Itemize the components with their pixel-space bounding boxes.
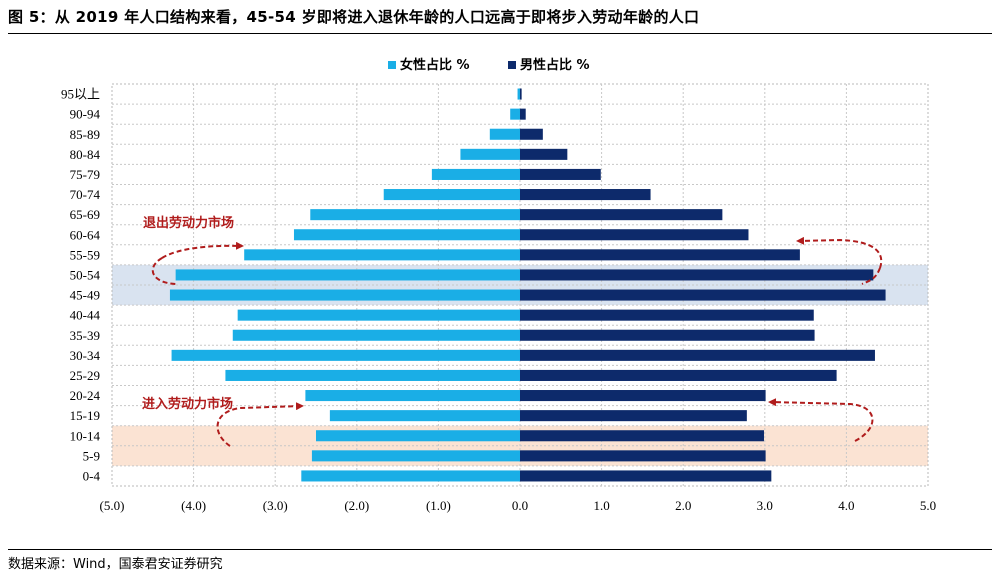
population-pyramid-chart: 95以上 90-94 85-89 80-84 75-79 70-74 65-69 60-64 5… [61, 57, 936, 513]
y-tick-label: 15-19 [70, 408, 100, 423]
bar-male-35-39 [520, 329, 815, 341]
bar-female-80-84 [460, 148, 520, 160]
bar-male-45-49 [520, 289, 886, 301]
bar-female-15-19 [329, 410, 520, 422]
x-tick-label: (4.0) [181, 498, 206, 513]
x-tick-label: (5.0) [100, 498, 125, 513]
x-tick-label: (3.0) [263, 498, 288, 513]
annotation-exit-arrow-left-upper [161, 241, 244, 259]
bar-female-95以上 [517, 88, 520, 100]
bar-male-90-94 [520, 108, 526, 120]
bar-male-55-59 [520, 249, 800, 261]
y-tick-label: 60-64 [70, 227, 101, 242]
y-tick-label: 65-69 [70, 207, 100, 222]
bar-female-45-49 [169, 289, 520, 301]
bar-male-30-34 [520, 349, 875, 361]
bar-male-80-84 [520, 148, 568, 160]
bar-female-60-64 [293, 229, 520, 241]
y-tick-label: 5-9 [83, 448, 100, 463]
y-tick-label: 40-44 [70, 308, 101, 323]
bar-male-95以上 [520, 88, 522, 100]
bar-male-40-44 [520, 309, 814, 321]
bar-female-20-24 [305, 390, 520, 402]
y-tick-label: 35-39 [70, 328, 100, 343]
bar-female-35-39 [232, 329, 520, 341]
annotation-exit-arrow-right [796, 236, 883, 269]
bar-female-70-74 [383, 189, 520, 201]
annotation-exit-labor-market: 退出劳动力市场 [143, 215, 234, 231]
bar-male-85-89 [520, 128, 543, 140]
annotations: 退出劳动力市场 进入劳动力市场 [142, 215, 883, 447]
y-tick-label: 55-59 [70, 247, 100, 262]
y-tick-label: 95以上 [61, 87, 100, 102]
y-tick-label: 90-94 [70, 107, 101, 122]
y-tick-label: 20-24 [70, 388, 101, 403]
bar-male-20-24 [520, 390, 766, 402]
y-tick-label: 80-84 [70, 147, 101, 162]
x-tick-label: (1.0) [426, 498, 451, 513]
bar-female-85-89 [489, 128, 520, 140]
annotation-enter-labor-market: 进入劳动力市场 [142, 396, 233, 412]
y-tick-label: 25-29 [70, 368, 100, 383]
x-tick-label: 3.0 [757, 498, 773, 513]
annotation-enter-arrow-right [768, 398, 874, 442]
x-tick-label: 4.0 [838, 498, 854, 513]
bar-female-40-44 [237, 309, 520, 321]
y-tick-label: 85-89 [70, 127, 100, 142]
x-tick-label: (2.0) [344, 498, 369, 513]
bar-female-65-69 [310, 209, 520, 221]
bar-female-50-54 [175, 269, 520, 281]
bar-male-5-9 [520, 450, 766, 462]
y-tick-label: 70-74 [70, 187, 101, 202]
x-tick-label: 1.0 [593, 498, 609, 513]
annotation-exit-arrow-left [151, 257, 179, 285]
bar-male-15-19 [520, 410, 747, 422]
figure-title: 图 5：从 2019 年人口结构来看，45-54 岁即将进入退休年龄的人口远高于… [8, 8, 700, 26]
y-tick-label: 75-79 [70, 167, 100, 182]
bar-male-0-4 [520, 470, 772, 482]
y-tick-label: 50-54 [70, 267, 101, 282]
y-tick-label: 0-4 [83, 468, 101, 483]
bar-female-75-79 [431, 168, 520, 180]
source-rule [8, 549, 992, 550]
bar-female-55-59 [244, 249, 520, 261]
x-tick-label: 2.0 [675, 498, 691, 513]
bar-female-90-94 [510, 108, 520, 120]
legend-male-label: 男性占比 % [520, 57, 590, 73]
bar-male-70-74 [520, 189, 651, 201]
x-tick-label: 0.0 [512, 498, 528, 513]
x-tick-label: 5.0 [920, 498, 936, 513]
bar-female-25-29 [225, 369, 520, 381]
annotation-exit-arrow-right-lower [861, 267, 881, 285]
bar-female-0-4 [301, 470, 520, 482]
bar-male-75-79 [520, 168, 601, 180]
data-source: 数据来源：Wind，国泰君安证券研究 [8, 557, 223, 572]
bar-male-65-69 [520, 209, 723, 221]
bar-male-25-29 [520, 369, 837, 381]
bar-female-5-9 [311, 450, 520, 462]
y-tick-label: 45-49 [70, 288, 100, 303]
bar-male-10-14 [520, 430, 764, 442]
bar-female-10-14 [316, 430, 520, 442]
legend-male-swatch [508, 61, 516, 69]
legend: 女性占比 % 男性占比 % [388, 57, 590, 73]
y-tick-label: 30-34 [70, 348, 101, 363]
legend-female-label: 女性占比 % [400, 57, 470, 73]
legend-female-swatch [388, 61, 396, 69]
y-tick-label: 10-14 [70, 428, 101, 443]
bar-male-50-54 [520, 269, 874, 281]
bar-male-60-64 [520, 229, 749, 241]
title-rule [8, 33, 992, 34]
bar-female-30-34 [171, 349, 520, 361]
